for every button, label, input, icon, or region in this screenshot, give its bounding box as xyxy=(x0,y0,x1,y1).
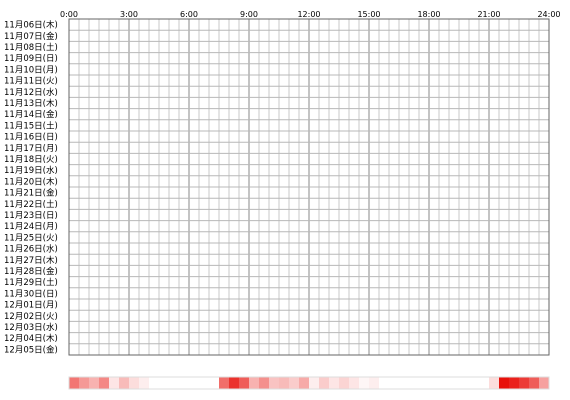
row-label: 11月23日(日) xyxy=(4,211,58,221)
summary-strip-cell xyxy=(209,377,220,389)
row-label: 11月22日(土) xyxy=(4,199,58,210)
row-label: 12月02日(火) xyxy=(4,312,58,322)
summary-strip-cell xyxy=(539,377,550,389)
summary-strip-cell xyxy=(459,377,470,389)
summary-heat-strip xyxy=(68,376,550,390)
summary-strip-cell xyxy=(219,377,230,389)
x-axis-tick-labels: 0:00 3:00 6:00 9:00 12:00 15:00 18:00 21:00 24:0… xyxy=(60,10,561,19)
summary-strip-cell xyxy=(369,377,380,389)
row-label: 11月30日(日) xyxy=(4,289,58,299)
summary-strip-cell xyxy=(169,377,180,389)
summary-strip-cell xyxy=(329,377,340,389)
x-tick-label: 0:00 xyxy=(60,10,78,19)
summary-strip-cell xyxy=(189,377,200,389)
summary-strip-cell xyxy=(359,377,370,389)
summary-strip-cell xyxy=(399,377,410,389)
row-label: 11月17日(月) xyxy=(4,144,58,154)
summary-strip-cell xyxy=(139,377,150,389)
summary-strip-cell xyxy=(479,377,490,389)
plot-border xyxy=(68,18,550,356)
summary-strip-cell xyxy=(179,377,190,389)
summary-strip-cell xyxy=(149,377,160,389)
summary-strip-cell xyxy=(129,377,140,389)
x-tick-label: 12:00 xyxy=(297,10,320,19)
summary-strip-cell xyxy=(499,377,510,389)
summary-strip-border xyxy=(68,376,550,390)
row-label: 11月19日(水) xyxy=(4,165,58,176)
row-label: 11月11日(火) xyxy=(4,77,58,87)
summary-strip-cell xyxy=(259,377,270,389)
summary-strip-cell xyxy=(299,377,310,389)
summary-strip-cell xyxy=(409,377,420,389)
row-label: 11月12日(水) xyxy=(4,87,58,98)
summary-strip-cell xyxy=(279,377,290,389)
row-label: 11月14日(金) xyxy=(4,109,58,120)
row-label: 12月05日(金) xyxy=(4,344,58,355)
x-tick-label: 18:00 xyxy=(417,10,440,19)
summary-strip-cell xyxy=(389,377,400,389)
summary-strip-cell xyxy=(529,377,540,389)
row-label: 12月03日(水) xyxy=(4,322,58,333)
x-tick-label: 21:00 xyxy=(477,10,500,19)
row-label: 11月18日(火) xyxy=(4,155,58,165)
row-label: 11月13日(木) xyxy=(4,98,58,109)
row-label: 11月27日(木) xyxy=(4,255,58,266)
x-tick-label: 6:00 xyxy=(180,10,198,19)
summary-strip-cell xyxy=(339,377,350,389)
summary-strip-cell xyxy=(229,377,240,389)
summary-strip-cell xyxy=(99,377,110,389)
row-label: 11月16日(日) xyxy=(4,133,58,143)
row-label: 11月08日(土) xyxy=(4,42,58,53)
summary-strip-cell xyxy=(289,377,300,389)
summary-strip-cell xyxy=(79,377,90,389)
x-tick-label: 9:00 xyxy=(240,10,258,19)
row-label: 11月20日(木) xyxy=(4,176,58,187)
row-label: 11月07日(金) xyxy=(4,31,58,42)
summary-strip-cell xyxy=(239,377,250,389)
summary-strip-cell xyxy=(109,377,120,389)
summary-strip-cell xyxy=(449,377,460,389)
row-labels: 11月06日(木)11月07日(金)11月08日(土)11月09日(日)11月1… xyxy=(4,20,58,356)
summary-strip-cell xyxy=(249,377,260,389)
summary-strip-cell xyxy=(319,377,330,389)
summary-strip-cell xyxy=(419,377,430,389)
summary-strip-cell xyxy=(309,377,320,389)
row-label: 11月24日(月) xyxy=(4,222,58,232)
summary-strip-cell xyxy=(269,377,280,389)
summary-strip-cell xyxy=(349,377,360,389)
x-tick-label: 3:00 xyxy=(120,10,138,19)
row-label: 11月15日(土) xyxy=(4,120,58,131)
row-label: 11月29日(土) xyxy=(4,277,58,288)
summary-strip-cell xyxy=(199,377,210,389)
row-label: 12月04日(木) xyxy=(4,333,58,344)
summary-strip-cell xyxy=(519,377,530,389)
row-label: 11月28日(金) xyxy=(4,266,58,277)
summary-strip-cell xyxy=(469,377,480,389)
row-label: 11月06日(木) xyxy=(4,20,58,31)
plot-grid xyxy=(68,18,550,356)
row-label: 11月21日(金) xyxy=(4,188,58,199)
summary-strip-cell xyxy=(489,377,500,389)
row-label: 12月01日(月) xyxy=(4,301,58,311)
row-label: 11月10日(月) xyxy=(4,65,58,75)
summary-strip-cell xyxy=(379,377,390,389)
summary-strip-cell xyxy=(89,377,100,389)
summary-strip-cell xyxy=(509,377,520,389)
row-label: 11月25日(火) xyxy=(4,233,58,243)
x-tick-label: 15:00 xyxy=(357,10,380,19)
row-label: 11月09日(日) xyxy=(4,54,58,64)
summary-strip-cell xyxy=(429,377,440,389)
summary-strip-cell xyxy=(119,377,130,389)
summary-strip-cell xyxy=(439,377,450,389)
x-tick-label: 24:00 xyxy=(537,10,560,19)
summary-strip-cell xyxy=(159,377,170,389)
row-label: 11月26日(水) xyxy=(4,244,58,255)
summary-strip-cell xyxy=(69,377,80,389)
